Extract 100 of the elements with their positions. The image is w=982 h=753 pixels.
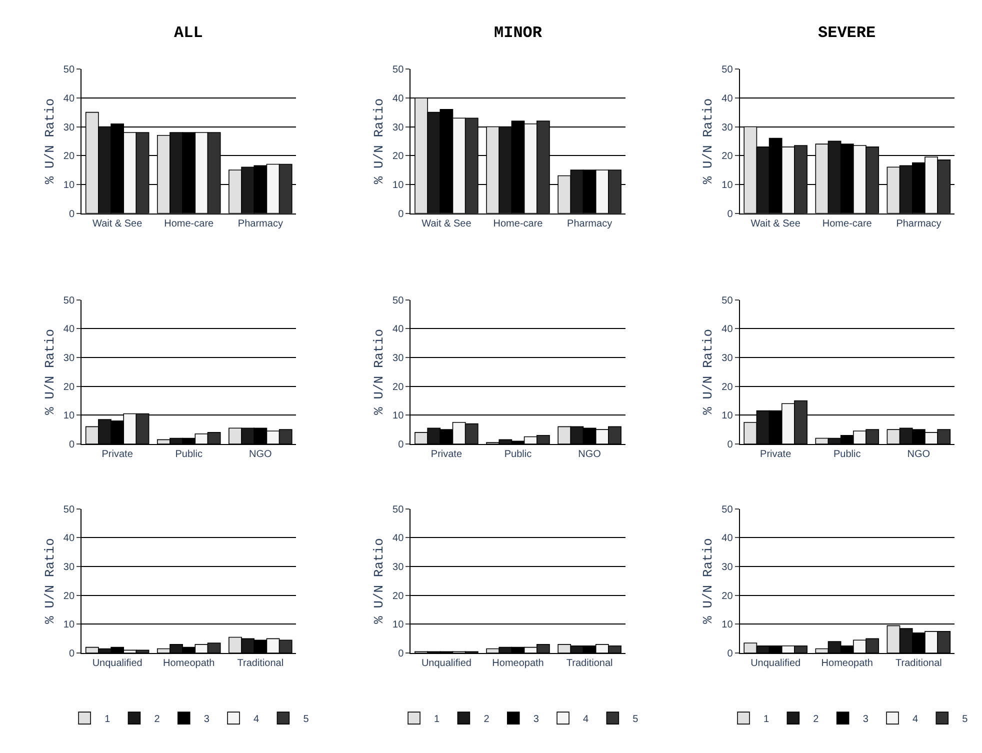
- y-tick-label: 0: [727, 208, 734, 220]
- y-tick-label: 50: [63, 504, 75, 516]
- x-tick-label: Private: [760, 448, 792, 460]
- legend-label: 4: [254, 714, 260, 725]
- y-tick-label: 40: [63, 93, 75, 104]
- chart-title: MINOR: [494, 24, 542, 42]
- y-tick-label: 40: [392, 533, 404, 544]
- legend-label: 5: [962, 714, 968, 725]
- x-tick-label: Home-care: [164, 218, 214, 230]
- y-tick-label: 50: [63, 295, 75, 306]
- y-tick-label: 10: [392, 410, 404, 422]
- legend-label: 4: [583, 714, 590, 725]
- x-tick-label: NGO: [578, 448, 602, 460]
- y-axis-title: % U/N Ratio: [700, 538, 716, 624]
- y-tick-label: 30: [722, 352, 734, 364]
- legend-label: 3: [533, 714, 540, 725]
- x-tick-label: Homeopath: [492, 658, 544, 670]
- legend-label: 2: [154, 714, 160, 725]
- y-tick-label: 0: [68, 439, 75, 450]
- y-tick-label: 20: [392, 590, 404, 602]
- y-tick-label: 10: [63, 410, 75, 422]
- y-axis-title: % U/N Ratio: [42, 328, 58, 415]
- y-tick-label: 50: [722, 295, 734, 306]
- x-tick-label: Pharmacy: [238, 218, 283, 230]
- x-tick-label: Public: [175, 448, 202, 460]
- x-tick-label: Unqualified: [421, 658, 472, 670]
- y-tick-label: 30: [63, 562, 75, 574]
- y-axis-title: % U/N Ratio: [700, 328, 716, 415]
- x-tick-label: Traditional: [896, 658, 942, 670]
- y-tick-label: 50: [392, 64, 404, 76]
- y-tick-label: 30: [63, 122, 75, 134]
- x-tick-label: Pharmacy: [567, 218, 612, 230]
- y-tick-label: 40: [392, 93, 404, 104]
- y-tick-label: 50: [722, 504, 734, 516]
- y-tick-label: 20: [722, 590, 734, 602]
- legend-label: 5: [632, 714, 639, 725]
- y-tick-label: 40: [63, 324, 75, 336]
- y-tick-label: 10: [63, 180, 75, 191]
- y-tick-label: 10: [392, 620, 404, 631]
- y-tick-label: 40: [392, 324, 404, 336]
- y-tick-label: 40: [722, 533, 734, 544]
- legend-label: 1: [764, 714, 770, 725]
- x-tick-label: Public: [834, 448, 861, 460]
- y-tick-label: 0: [398, 208, 404, 220]
- y-tick-label: 0: [398, 439, 404, 450]
- y-tick-label: 20: [392, 151, 404, 162]
- chart-title: SEVERE: [818, 24, 876, 42]
- y-tick-label: 20: [392, 382, 404, 393]
- x-tick-label: Wait & See: [750, 218, 801, 230]
- y-axis-title: % U/N Ratio: [42, 538, 58, 624]
- x-tick-label: NGO: [907, 448, 930, 460]
- y-tick-label: 0: [727, 439, 734, 450]
- legend-label: 2: [484, 714, 490, 725]
- y-tick-label: 40: [722, 93, 734, 104]
- x-tick-label: Wait & See: [92, 218, 143, 230]
- x-tick-label: Private: [102, 448, 134, 460]
- legend-label: 5: [303, 714, 310, 725]
- y-tick-label: 20: [63, 151, 75, 162]
- x-tick-label: Wait & See: [422, 218, 472, 230]
- legend-label: 1: [434, 714, 440, 725]
- y-tick-label: 0: [727, 648, 734, 660]
- x-tick-label: Traditional: [566, 658, 613, 670]
- y-tick-label: 0: [68, 208, 75, 220]
- y-tick-label: 50: [392, 504, 404, 516]
- y-tick-label: 10: [63, 620, 75, 631]
- legend-label: 4: [912, 714, 918, 725]
- y-axis-title: % U/N Ratio: [372, 98, 387, 184]
- legend-label: 3: [204, 714, 210, 725]
- x-tick-label: Public: [504, 448, 532, 460]
- y-tick-label: 10: [722, 180, 734, 191]
- y-tick-label: 10: [722, 410, 734, 422]
- y-axis-title: % U/N Ratio: [372, 538, 387, 624]
- x-tick-label: NGO: [249, 448, 272, 460]
- x-tick-label: Home-care: [493, 218, 544, 230]
- y-tick-label: 30: [63, 352, 75, 364]
- y-tick-label: 10: [722, 620, 734, 631]
- y-tick-label: 50: [392, 295, 404, 306]
- y-tick-label: 0: [398, 648, 404, 660]
- x-tick-label: Traditional: [237, 658, 284, 670]
- y-axis-title: % U/N Ratio: [372, 328, 387, 415]
- y-tick-label: 30: [722, 562, 734, 574]
- y-axis-title: % U/N Ratio: [700, 98, 716, 184]
- y-tick-label: 30: [392, 122, 404, 134]
- legend-label: 1: [104, 714, 111, 725]
- y-tick-label: 40: [63, 533, 75, 544]
- legend-label: 3: [862, 714, 869, 725]
- chart-title: ALL: [174, 24, 203, 42]
- y-tick-label: 50: [722, 64, 734, 76]
- x-tick-label: Private: [430, 448, 462, 460]
- x-tick-label: Home-care: [822, 218, 872, 230]
- y-tick-label: 20: [63, 590, 75, 602]
- y-tick-label: 40: [722, 324, 734, 336]
- y-tick-label: 0: [68, 648, 75, 660]
- y-tick-label: 20: [722, 382, 734, 393]
- x-tick-label: Homeopath: [163, 658, 215, 670]
- y-axis-title: % U/N Ratio: [42, 98, 58, 184]
- y-tick-label: 20: [722, 151, 734, 162]
- y-tick-label: 30: [392, 352, 404, 364]
- y-tick-label: 30: [392, 562, 404, 574]
- legend-label: 2: [813, 714, 820, 725]
